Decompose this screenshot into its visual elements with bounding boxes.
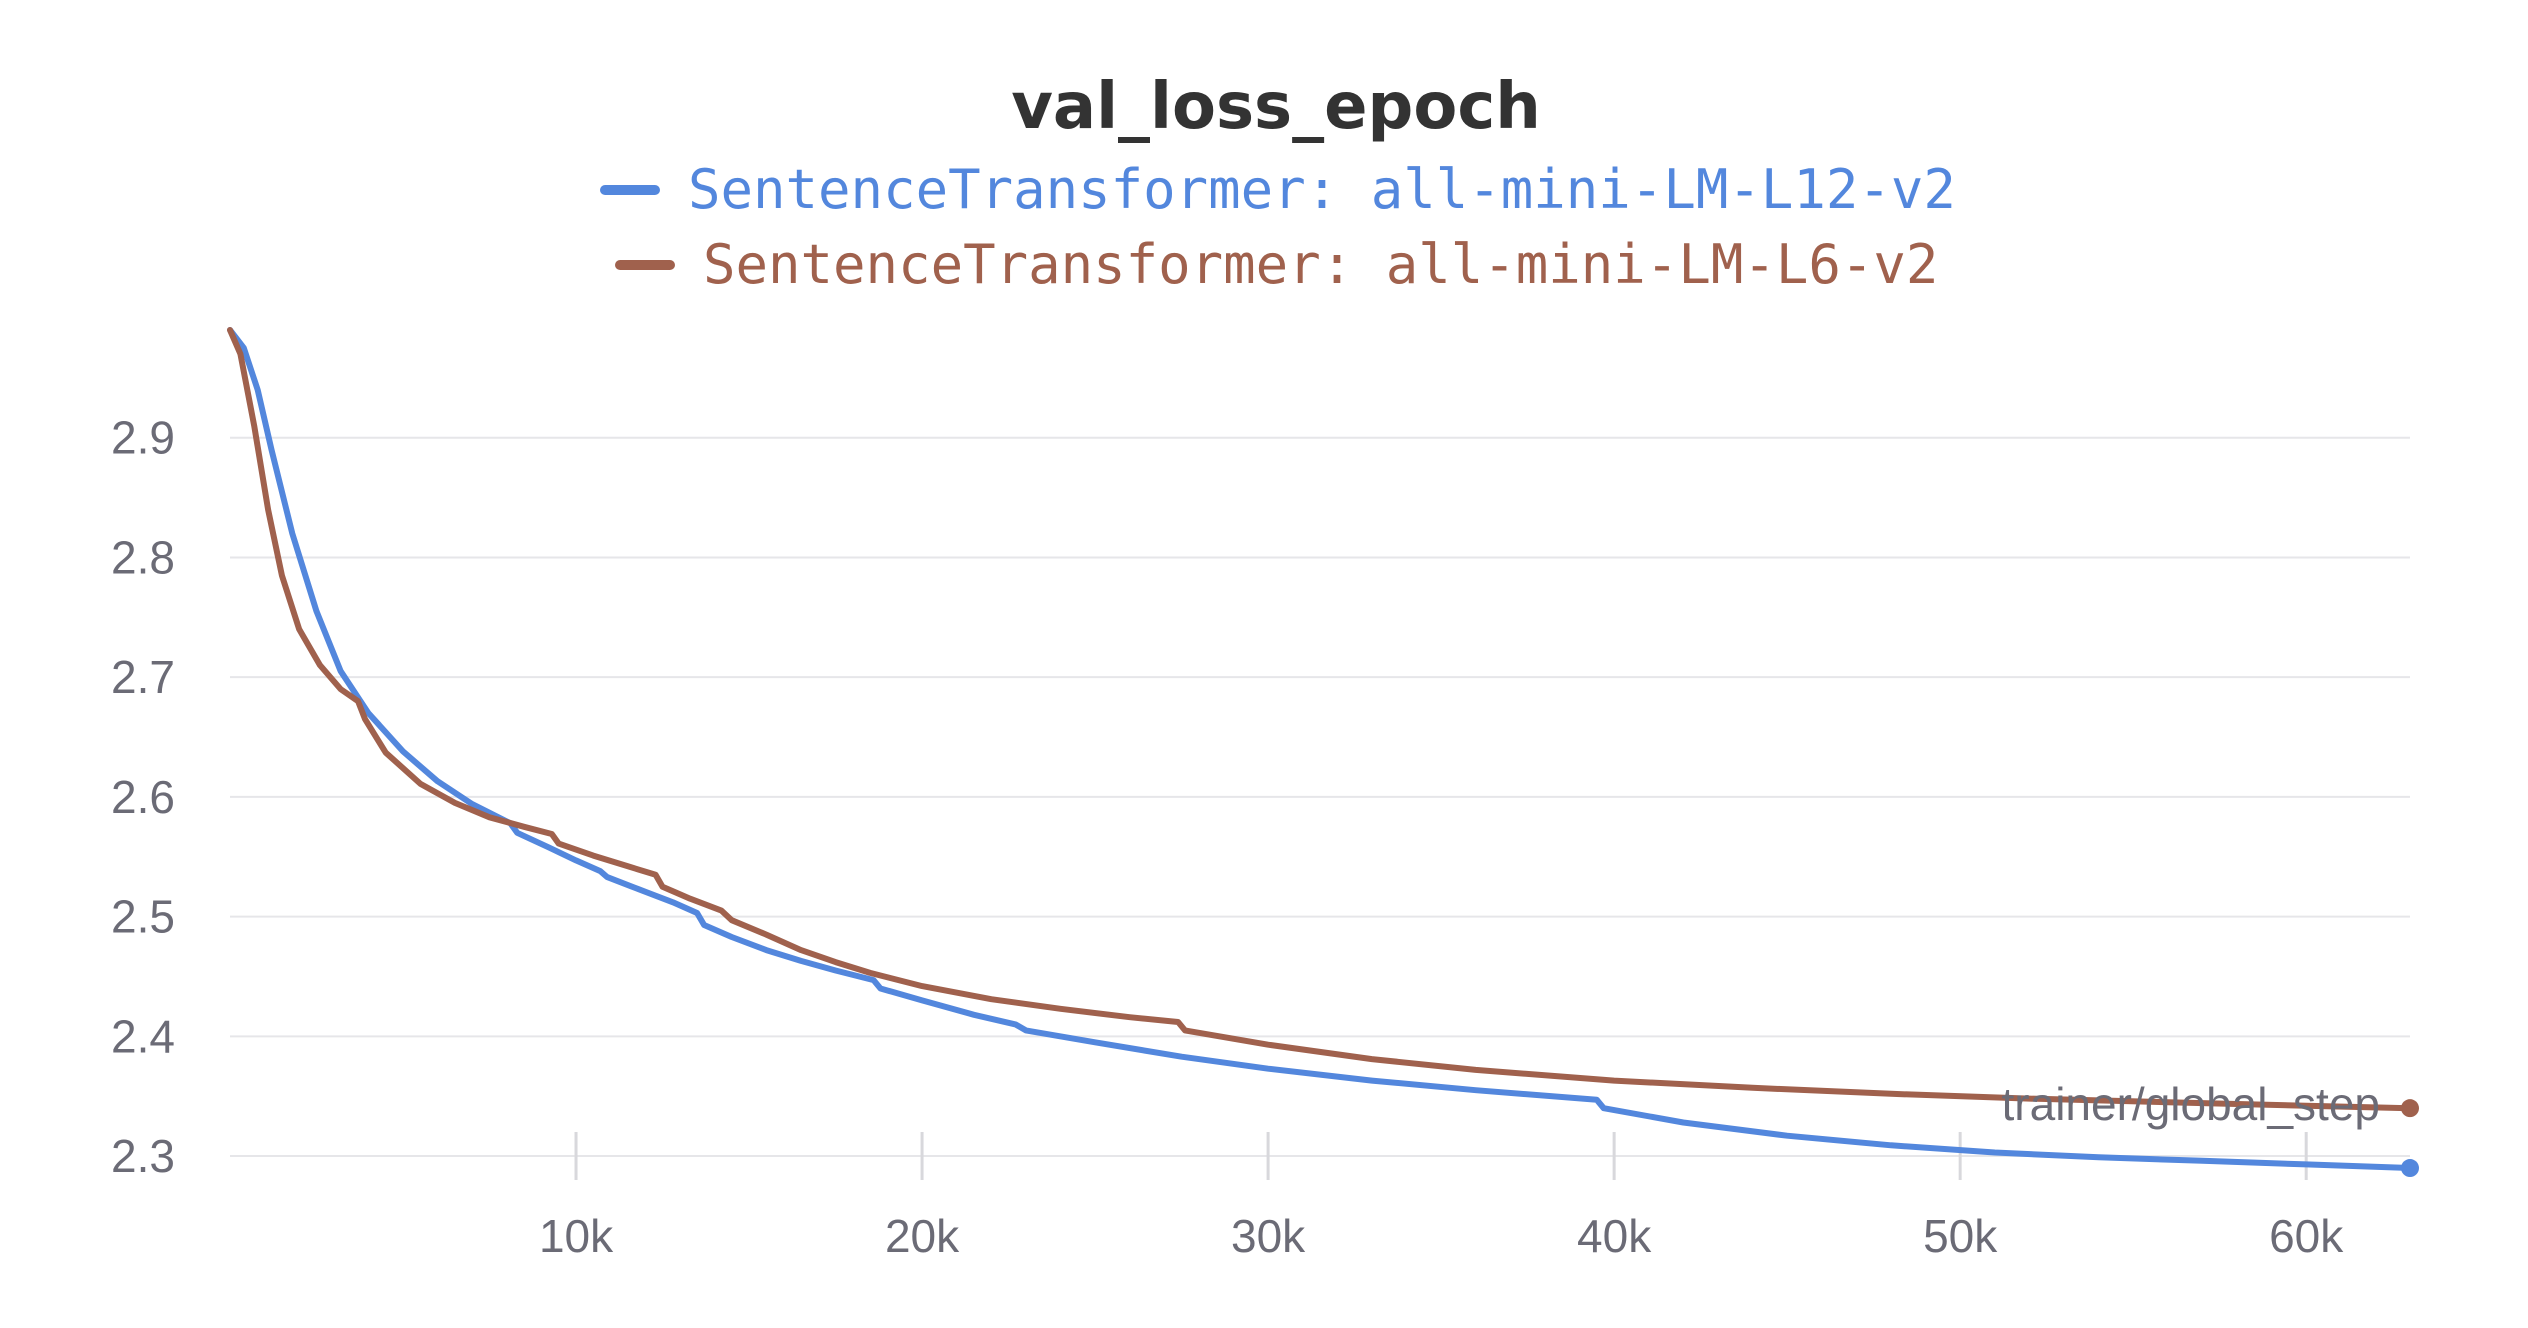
y-tick-label: 2.7 [111,651,175,703]
x-tick-label: 30k [1231,1210,1306,1262]
series-end-point-1 [2401,1159,2419,1178]
series-end-point-2 [2401,1099,2419,1118]
x-tick-label: 60k [2269,1210,2344,1262]
y-tick-label: 2.3 [111,1130,175,1182]
chart-title: val_loss_epoch [1011,70,1541,144]
x-tick-label: 50k [1923,1210,1998,1262]
x-axis-label: trainer/global_step [2002,1078,2380,1130]
series-line-2 [227,327,2413,1112]
y-tick-label: 2.6 [111,771,175,823]
y-tick-label: 2.5 [111,891,175,943]
series-line-1 [227,327,2413,1171]
grid [230,436,2410,1158]
y-tick-label: 2.9 [111,412,175,464]
series-layer [227,327,2419,1178]
x-tick-label: 40k [1577,1210,1652,1262]
x-tick-label: 10k [539,1210,614,1262]
legend-label-1: SentenceTransformer: all-mini-LM-L12-v2 [688,158,1956,221]
x-axis: 10k 20k 30k 40k 50k 60k [539,1132,2344,1262]
x-tick-label: 20k [885,1210,960,1262]
y-tick-label: 2.8 [111,531,175,583]
legend-label-2: SentenceTransformer: all-mini-LM-L6-v2 [703,233,1938,296]
legend: SentenceTransformer: all-mini-LM-L12-v2 S… [600,158,1956,296]
y-axis: 2.3 2.4 2.5 2.6 2.7 2.8 2.9 [111,412,175,1182]
y-tick-label: 2.4 [111,1010,175,1062]
